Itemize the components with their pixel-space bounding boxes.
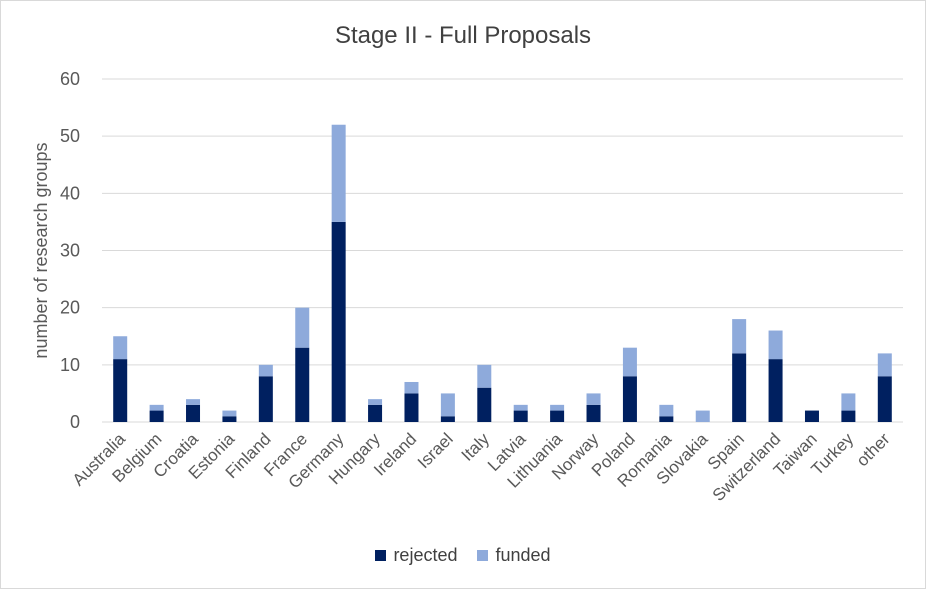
bar-funded-turkey (841, 393, 856, 411)
y-tick-label-20: 20 (60, 298, 80, 318)
bar-rejected-israel (440, 416, 455, 422)
legend-item-funded: funded (477, 545, 551, 566)
bar-funded-estonia (222, 410, 237, 417)
bar-rejected-turkey (841, 410, 856, 422)
bar-rejected-hungary (368, 404, 383, 422)
bar-funded-france (295, 307, 310, 348)
bar-rejected-france (295, 347, 310, 422)
y-tick-label-0: 0 (70, 412, 80, 432)
bar-funded-slovakia (695, 410, 710, 422)
bar-funded-belgium (149, 404, 164, 411)
chart-legend: rejected funded (0, 545, 926, 566)
y-tick-label-60: 60 (60, 69, 80, 89)
legend-label-funded: funded (495, 545, 551, 565)
bar-rejected-estonia (222, 416, 237, 422)
bar-funded-latvia (513, 404, 528, 411)
bar-rejected-croatia (186, 404, 201, 422)
bar-funded-australia (113, 336, 128, 360)
bar-funded-israel (440, 393, 455, 417)
x-tick-label-israel: Israel (414, 429, 457, 472)
bar-rejected-italy (477, 387, 492, 422)
legend-item-rejected: rejected (375, 545, 457, 566)
bar-rejected-belgium (149, 410, 164, 422)
bar-funded-finland (258, 364, 273, 377)
bar-funded-italy (477, 364, 492, 388)
bar-rejected-spain (732, 353, 747, 422)
bar-rejected-poland (622, 376, 637, 422)
bar-funded-germany (331, 124, 346, 222)
bar-rejected-germany (331, 221, 346, 422)
bar-funded-croatia (186, 399, 201, 405)
bar-funded-switzerland (768, 330, 783, 360)
bar-funded-other (877, 353, 892, 377)
bar-funded-lithuania (550, 404, 565, 411)
bar-funded-poland (622, 347, 637, 377)
bar-funded-spain (732, 319, 747, 354)
y-tick-label-50: 50 (60, 126, 80, 146)
bar-rejected-lithuania (550, 410, 565, 422)
bar-funded-romania (659, 404, 674, 417)
bar-rejected-switzerland (768, 359, 783, 422)
bar-funded-hungary (368, 399, 383, 405)
legend-swatch-funded (477, 550, 489, 561)
bar-rejected-ireland (404, 393, 419, 422)
legend-swatch-rejected (375, 550, 387, 561)
bar-rejected-other (877, 376, 892, 422)
y-tick-label-40: 40 (60, 183, 80, 203)
bar-rejected-australia (113, 359, 128, 422)
bar-rejected-latvia (513, 410, 528, 422)
bar-rejected-taiwan (804, 410, 819, 422)
legend-label-rejected: rejected (393, 545, 458, 565)
y-axis-label: number of research groups (31, 142, 51, 358)
bar-rejected-romania (659, 416, 674, 422)
x-tick-label-other: other (853, 429, 894, 470)
bar-funded-ireland (404, 381, 419, 394)
y-tick-label-30: 30 (60, 241, 80, 261)
x-tick-label-turkey: Turkey (807, 429, 857, 479)
chart-title: Stage II - Full Proposals (334, 22, 592, 49)
y-tick-label-10: 10 (60, 355, 80, 375)
bar-rejected-norway (586, 404, 601, 422)
bar-funded-norway (586, 393, 601, 405)
bar-rejected-finland (258, 376, 273, 422)
